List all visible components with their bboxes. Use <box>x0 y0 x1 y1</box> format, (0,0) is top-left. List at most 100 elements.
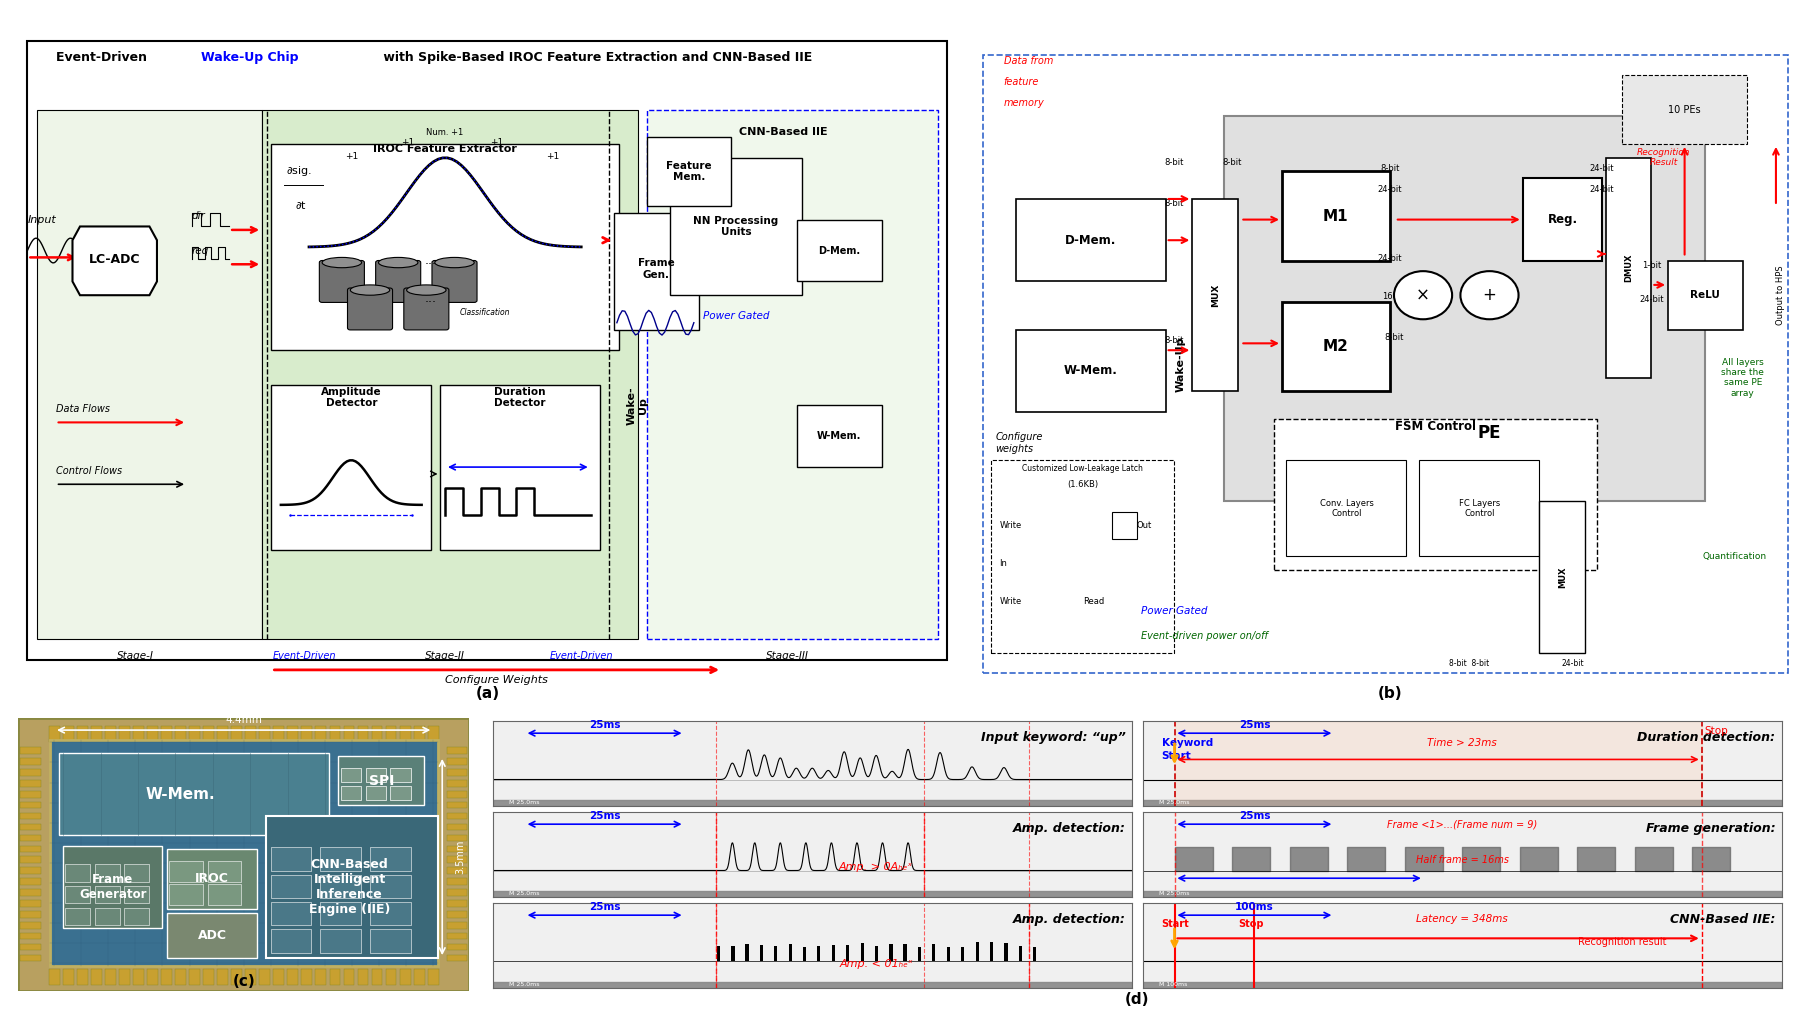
FancyBboxPatch shape <box>287 726 298 742</box>
Text: Event-Driven: Event-Driven <box>273 651 336 661</box>
Text: Start: Start <box>1162 919 1189 928</box>
FancyBboxPatch shape <box>63 969 74 986</box>
FancyBboxPatch shape <box>316 969 327 986</box>
Text: SPI: SPI <box>368 773 393 788</box>
FancyBboxPatch shape <box>161 726 171 742</box>
FancyBboxPatch shape <box>267 816 439 958</box>
FancyBboxPatch shape <box>134 726 144 742</box>
Text: Half frame = 16ms: Half frame = 16ms <box>1415 854 1509 864</box>
Text: Event-Driven: Event-Driven <box>56 52 152 64</box>
FancyBboxPatch shape <box>301 726 312 742</box>
Text: Amp. < 01ₕₑˣ: Amp. < 01ₕₑˣ <box>839 959 913 969</box>
Text: CNN-Based
Intelligent
Inference
Engine (IIE): CNN-Based Intelligent Inference Engine (… <box>309 858 390 916</box>
Text: Quantification: Quantification <box>1702 552 1767 561</box>
FancyBboxPatch shape <box>20 890 40 896</box>
Text: 8-bit: 8-bit <box>1222 158 1242 167</box>
Text: Event-driven power on/off: Event-driven power on/off <box>1141 631 1267 641</box>
FancyBboxPatch shape <box>245 969 256 986</box>
FancyBboxPatch shape <box>386 969 397 986</box>
Text: Power Gated: Power Gated <box>702 310 769 320</box>
Text: 10 PEs: 10 PEs <box>1668 104 1700 114</box>
Text: Data Flows: Data Flows <box>56 403 110 413</box>
FancyBboxPatch shape <box>386 726 397 742</box>
Text: req: req <box>191 246 209 256</box>
FancyBboxPatch shape <box>339 756 424 805</box>
Text: Stop: Stop <box>1706 726 1729 736</box>
FancyBboxPatch shape <box>287 969 298 986</box>
FancyBboxPatch shape <box>448 900 467 907</box>
Polygon shape <box>1045 509 1070 543</box>
FancyBboxPatch shape <box>204 726 215 742</box>
FancyBboxPatch shape <box>321 875 361 898</box>
Text: (1.6KB): (1.6KB) <box>1067 480 1097 488</box>
Text: Amp. detection:: Amp. detection: <box>1013 822 1125 835</box>
FancyBboxPatch shape <box>431 261 477 302</box>
Circle shape <box>1393 271 1453 319</box>
FancyBboxPatch shape <box>208 885 242 905</box>
FancyBboxPatch shape <box>119 969 130 986</box>
FancyBboxPatch shape <box>20 791 40 798</box>
Text: CNN-Based IIE: CNN-Based IIE <box>738 126 827 136</box>
FancyBboxPatch shape <box>1282 172 1390 261</box>
FancyBboxPatch shape <box>1540 501 1585 653</box>
Text: MUX: MUX <box>1558 566 1567 587</box>
FancyBboxPatch shape <box>370 875 412 898</box>
Text: Output to HPS: Output to HPS <box>1776 266 1785 325</box>
FancyBboxPatch shape <box>260 969 271 986</box>
FancyBboxPatch shape <box>208 861 242 882</box>
FancyBboxPatch shape <box>448 954 467 961</box>
FancyBboxPatch shape <box>1274 419 1597 570</box>
Text: +1: +1 <box>547 152 560 161</box>
FancyBboxPatch shape <box>372 726 383 742</box>
FancyBboxPatch shape <box>63 846 162 928</box>
Text: 1-bit: 1-bit <box>1643 261 1661 270</box>
Text: M 25.0ms: M 25.0ms <box>509 982 540 987</box>
Text: 8-bit: 8-bit <box>1164 158 1184 167</box>
FancyBboxPatch shape <box>36 109 262 639</box>
FancyBboxPatch shape <box>448 890 467 896</box>
Text: 24-bit: 24-bit <box>1561 658 1583 667</box>
Text: FSM Control: FSM Control <box>1395 421 1476 434</box>
FancyBboxPatch shape <box>271 384 431 550</box>
FancyBboxPatch shape <box>63 726 74 742</box>
FancyBboxPatch shape <box>42 391 215 516</box>
FancyBboxPatch shape <box>20 845 40 852</box>
Text: Reg.: Reg. <box>1547 213 1578 226</box>
FancyBboxPatch shape <box>1606 158 1652 378</box>
FancyBboxPatch shape <box>448 867 467 874</box>
FancyBboxPatch shape <box>366 787 386 800</box>
FancyBboxPatch shape <box>20 813 40 819</box>
Text: M 25.0ms: M 25.0ms <box>509 891 540 896</box>
Text: feature: feature <box>1004 77 1040 87</box>
Ellipse shape <box>406 285 446 295</box>
Text: CNN-Based IIE:: CNN-Based IIE: <box>1670 913 1774 926</box>
FancyBboxPatch shape <box>370 847 412 870</box>
FancyBboxPatch shape <box>170 885 204 905</box>
Text: Frame
Gen.: Frame Gen. <box>637 258 675 280</box>
FancyBboxPatch shape <box>20 879 40 885</box>
FancyBboxPatch shape <box>448 922 467 928</box>
FancyBboxPatch shape <box>78 969 88 986</box>
FancyBboxPatch shape <box>321 847 361 870</box>
Text: M 25.0ms: M 25.0ms <box>1159 800 1189 805</box>
Text: 16-bit: 16-bit <box>1381 291 1406 300</box>
Text: M 25.0ms: M 25.0ms <box>1159 891 1189 896</box>
Text: Amp. > 0Aₕₑˣ: Amp. > 0Aₕₑˣ <box>839 862 913 872</box>
Text: ×: × <box>1417 286 1430 304</box>
FancyBboxPatch shape <box>1523 178 1601 261</box>
FancyBboxPatch shape <box>20 824 40 830</box>
FancyBboxPatch shape <box>20 944 40 950</box>
Text: Wake-Up Chip: Wake-Up Chip <box>200 52 298 64</box>
Text: +1: +1 <box>345 152 357 161</box>
FancyBboxPatch shape <box>217 969 227 986</box>
Text: 24-bit: 24-bit <box>1590 185 1614 194</box>
FancyBboxPatch shape <box>343 726 354 742</box>
FancyBboxPatch shape <box>614 212 699 330</box>
FancyBboxPatch shape <box>271 929 312 952</box>
Text: (c): (c) <box>233 975 255 990</box>
FancyBboxPatch shape <box>413 726 424 742</box>
FancyBboxPatch shape <box>375 261 421 302</box>
Text: Duration
Detector: Duration Detector <box>495 386 545 408</box>
FancyBboxPatch shape <box>20 802 40 809</box>
FancyBboxPatch shape <box>1623 75 1747 144</box>
